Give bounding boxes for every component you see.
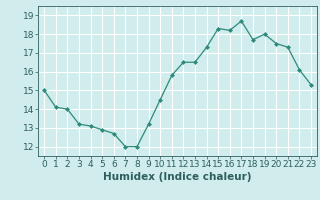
- X-axis label: Humidex (Indice chaleur): Humidex (Indice chaleur): [103, 172, 252, 182]
